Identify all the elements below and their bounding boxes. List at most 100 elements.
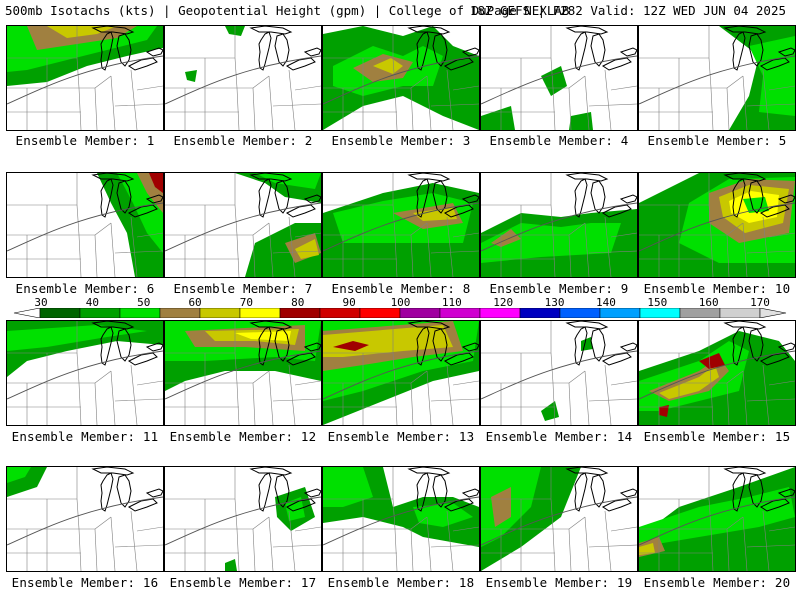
state-boundary [110,370,116,425]
state-boundary [76,352,82,425]
member-caption: Ensemble Member: 2 [173,133,313,148]
state-boundary [550,498,556,571]
state-boundary [288,364,296,425]
great-lakes-outline [303,342,321,352]
state-boundary [639,26,710,59]
ensemble-map-9 [480,172,638,278]
map-canvas [481,321,637,425]
colorbar-max-arrow [759,308,787,318]
state-boundary [452,85,479,91]
state-boundary [288,216,296,277]
great-lakes-outline [590,180,606,214]
state-boundary [726,528,730,571]
isotach-contour [569,112,593,130]
state-boundary [568,75,586,89]
map-canvas [323,173,479,277]
isotach-contour [491,229,521,247]
colorbar-swatch [319,308,361,318]
state-boundary [768,380,795,386]
state-boundary [288,510,296,571]
great-lakes-outline [145,194,163,204]
state-boundary [742,516,748,571]
state-boundary [130,510,138,571]
great-lakes-outline [303,47,321,57]
state-boundary [568,87,572,130]
state-boundary [110,516,116,571]
height-contour [481,55,637,105]
colorbar-legend: 30 40 50 60 70 80 90 100 110 120 130 140 150 160 170 [0,296,800,318]
colorbar-tick-label: 50 [137,296,151,309]
state-boundary [762,364,770,425]
colorbar-tick-label: 90 [342,296,356,309]
state-boundary [726,87,730,130]
state-boundary [130,216,138,277]
member-caption: Ensemble Member: 13 [327,429,475,444]
isotach-contour [749,36,795,116]
member-caption: Ensemble Member: 16 [11,575,159,590]
great-lakes-outline [116,474,132,508]
ensemble-map-8 [322,172,480,278]
isotach-contour [639,543,655,555]
state-boundary [708,204,714,277]
great-lakes-outline [274,474,290,508]
state-boundary [268,370,274,425]
great-lakes-outline [432,474,448,508]
great-lakes-outline [286,352,316,366]
great-lakes-outline [249,26,293,35]
isotach-contour [541,401,559,421]
great-lakes-outline [760,498,790,512]
state-boundary [762,69,770,130]
great-lakes-outline [602,352,632,366]
state-boundary [110,222,116,277]
state-boundary [588,398,637,402]
colorbar-swatch [199,308,241,318]
great-lakes-outline [116,180,132,214]
state-boundary [136,232,163,238]
ensemble-map-20 [638,466,796,572]
great-lakes-outline [91,26,135,35]
isotach-contour [255,173,321,189]
page-title: 500mb Isotachs (kts) | Geopotential Heig… [5,3,570,18]
ensemble-map-12 [164,320,322,426]
great-lakes-outline [91,467,135,476]
member-caption: Ensemble Member: 19 [485,575,633,590]
state-boundary [610,526,637,532]
state-boundary [165,26,236,59]
colorbar-swatch [719,308,761,318]
ensemble-map-16 [6,466,164,572]
state-boundary [136,526,163,532]
state-boundary [746,544,795,548]
great-lakes-outline [91,173,135,182]
great-lakes-outline [286,204,316,218]
great-lakes-outline [777,194,795,204]
isotach-contour [333,341,369,351]
state-boundary [252,87,256,130]
state-boundary [165,173,236,206]
great-lakes-outline [748,180,764,214]
great-lakes-outline [777,488,795,498]
ensemble-map-13 [322,320,480,426]
state-boundary [94,87,98,130]
state-boundary [430,544,479,548]
map-canvas [7,467,163,571]
height-contour [165,202,321,252]
great-lakes-outline [249,467,293,476]
state-boundary [768,85,795,91]
valid-time: 18Z GEFS | F282 Valid: 12Z WED JUN 04 20… [469,3,786,18]
great-lakes-outline [444,498,474,512]
state-boundary [165,467,236,500]
colorbar-swatch [439,308,481,318]
state-boundary [294,85,321,91]
great-lakes-outline [777,47,795,57]
map-canvas [7,26,163,130]
state-boundary [446,510,454,571]
colorbar-swatch [79,308,121,318]
title-bar: 500mb Isotachs (kts) | Geopotential Heig… [0,0,800,22]
height-contour [481,350,637,400]
great-lakes-outline [407,173,451,182]
isotach-contour [7,467,31,483]
height-contour [639,55,795,105]
state-boundary [639,321,710,354]
ensemble-map-11 [6,320,164,426]
state-boundary [272,398,321,402]
